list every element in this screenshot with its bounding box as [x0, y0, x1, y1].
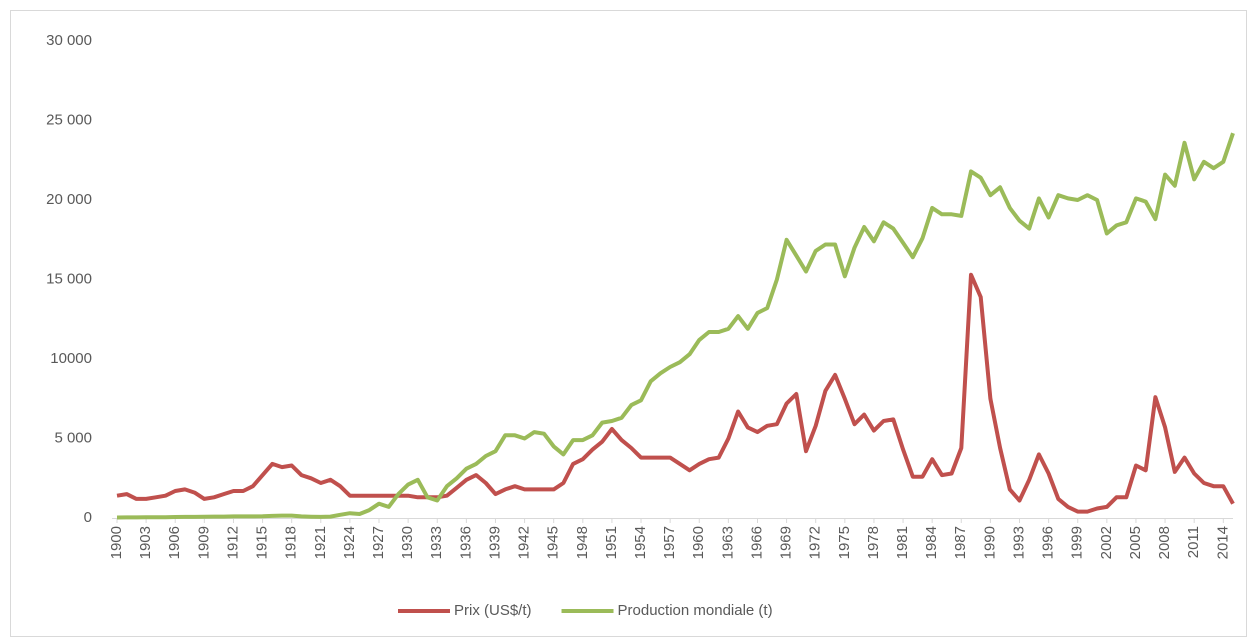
y-tick-label: 15 000 — [46, 270, 92, 287]
x-tick-label: 1918 — [283, 526, 300, 559]
legend: Prix (US$/t) Production mondiale (t) — [398, 602, 773, 619]
chart-frame — [10, 10, 1247, 637]
series-line — [116, 132, 1235, 520]
x-tick-label: 1903 — [137, 526, 154, 559]
x-tick-label: 1957 — [661, 526, 678, 559]
x-tick-label: 1975 — [836, 526, 853, 559]
x-tick-label: 2008 — [1156, 526, 1173, 559]
x-tick-label: 1981 — [894, 526, 911, 559]
y-tick-label: 20 000 — [46, 191, 92, 208]
y-tick-label: 0 — [84, 509, 92, 526]
x-tick-label: 1900 — [108, 526, 125, 559]
x-tick-label: 2002 — [1098, 526, 1115, 559]
x-tick-label: 1966 — [748, 526, 765, 559]
x-tick-label: 1921 — [312, 526, 329, 559]
series-line — [116, 272, 1235, 514]
x-tick-label: 1951 — [603, 526, 620, 559]
x-tick-label: 1942 — [516, 526, 533, 559]
y-tick-label: 5 000 — [54, 429, 92, 446]
x-tick-label: 1993 — [1010, 526, 1027, 559]
y-tick-label: 25 000 — [46, 111, 92, 128]
x-tick-label: 1933 — [428, 526, 445, 559]
x-tick-label: 1909 — [195, 526, 212, 559]
x-tick-label: 1945 — [545, 526, 562, 559]
x-tick-label: 1906 — [166, 526, 183, 559]
x-tick-label: 1987 — [952, 526, 969, 559]
x-tick-label: 1927 — [370, 526, 387, 559]
x-tick-label: 1990 — [981, 526, 998, 559]
x-tick-label: 2014 — [1214, 526, 1231, 559]
legend-label: Prix (US$/t) — [454, 602, 532, 619]
y-tick-label: 30 000 — [46, 32, 92, 49]
x-tick-label: 1972 — [807, 526, 824, 559]
x-tick-label: 1948 — [574, 526, 591, 559]
x-tick-label: 1996 — [1040, 526, 1057, 559]
x-tick-label: 1954 — [632, 526, 649, 559]
x-tick-label: 2005 — [1127, 526, 1144, 559]
x-tick-label: 2011 — [1185, 526, 1202, 558]
x-tick-label: 1963 — [719, 526, 736, 559]
x-tick-label: 1939 — [486, 526, 503, 559]
x-tick-label: 1969 — [778, 526, 795, 559]
x-tick-label: 1912 — [224, 526, 241, 559]
x-tick-label: 1960 — [690, 526, 707, 559]
y-tick-label: 10000 — [50, 350, 92, 367]
x-tick-label: 1924 — [341, 526, 358, 559]
x-tick-label: 1999 — [1069, 526, 1086, 559]
x-tick-label: 1978 — [865, 526, 882, 559]
x-tick-label: 1915 — [254, 526, 271, 559]
legend-label: Production mondiale (t) — [618, 602, 773, 619]
x-tick-label: 1936 — [457, 526, 474, 559]
x-tick-label: 1984 — [923, 526, 940, 559]
x-tick-label: 1930 — [399, 526, 416, 559]
